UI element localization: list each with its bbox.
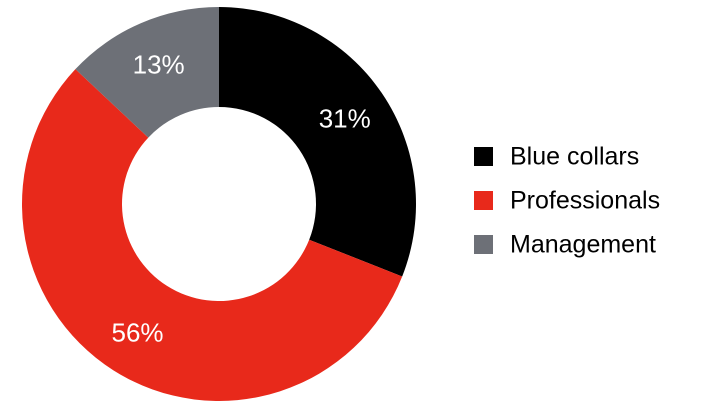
slice-management (75, 7, 219, 138)
slice-professionals (22, 69, 403, 401)
legend-item-blue-collars: Blue collars (474, 143, 639, 171)
data-label-blue-collars: 31% (319, 104, 371, 134)
legend-swatch-management (474, 235, 493, 254)
data-label-management: 13% (133, 50, 185, 80)
legend-label-professionals: Professionals (510, 187, 660, 215)
legend: Blue collars Professionals Management (474, 143, 660, 259)
donut-slices (22, 7, 416, 401)
legend-swatch-blue-collars (474, 147, 493, 166)
legend-item-management: Management (474, 231, 656, 259)
legend-label-management: Management (510, 231, 656, 259)
legend-label-blue-collars: Blue collars (510, 143, 639, 171)
data-label-professionals: 56% (112, 317, 164, 347)
legend-item-professionals: Professionals (474, 187, 660, 215)
legend-swatch-professionals (474, 191, 493, 210)
donut-data-labels: 31% 56% 13% (112, 50, 371, 348)
slice-blue-collars (219, 7, 416, 277)
